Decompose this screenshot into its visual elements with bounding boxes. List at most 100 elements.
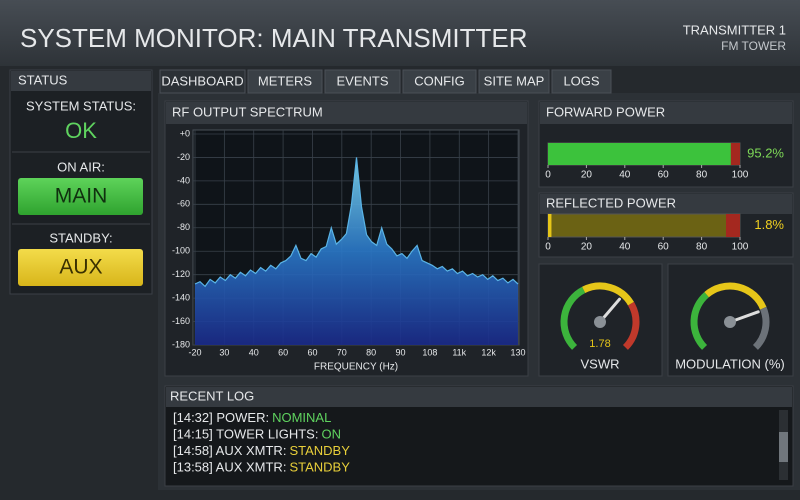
x-tick-label: 40 — [619, 170, 631, 181]
x-tick-label: 60 — [307, 347, 317, 357]
tab-label: METERS — [258, 73, 313, 88]
on-air-button[interactable] — [18, 178, 143, 215]
log-entry: [13:58] AUX XMTR: STANDBY — [173, 460, 350, 475]
x-tick-label: 100 — [732, 170, 749, 181]
panel-header — [166, 387, 792, 407]
status-title: STATUS — [18, 72, 68, 87]
x-tick-label: 80 — [696, 170, 708, 181]
tab-label: CONFIG — [414, 73, 465, 88]
tab-label: LOGS — [563, 73, 599, 88]
log-source: [14:15] TOWER LIGHTS: — [173, 427, 318, 442]
x-tick-label: 0 — [545, 242, 551, 253]
gauge-hub — [594, 316, 606, 328]
log-source: [14:32] POWER: — [173, 410, 269, 425]
x-tick-label: 20 — [581, 242, 593, 253]
x-tick-label: 130 — [510, 347, 525, 357]
tab[interactable] — [551, 69, 612, 94]
system-status-value: OK — [65, 118, 97, 143]
panel-header — [540, 102, 792, 124]
gauge-title: MODULATION (%) — [675, 356, 785, 371]
x-tick-label: 40 — [619, 242, 631, 253]
y-tick-label: -80 — [177, 222, 190, 232]
tab-label: SITE MAP — [484, 73, 545, 88]
tab[interactable] — [247, 69, 323, 94]
on-air-value: MAIN — [55, 185, 108, 208]
log-status: STANDBY — [289, 460, 350, 475]
x-tick-label: 60 — [658, 170, 670, 181]
log-entry: [14:32] POWER: NOMINAL — [173, 410, 331, 425]
app-title: SYSTEM MONITOR: MAIN TRANSMITTER — [20, 23, 528, 53]
header-bar — [0, 0, 800, 66]
gauge-arc — [560, 286, 586, 350]
y-tick-label: -160 — [172, 316, 190, 326]
tab[interactable] — [402, 69, 477, 94]
x-tick-label: 80 — [696, 242, 708, 253]
panel-title: RECENT LOG — [170, 388, 254, 403]
bar-limit-zone — [726, 214, 740, 237]
log-source: [13:58] AUX XMTR: — [173, 460, 286, 475]
tab-label: EVENTS — [336, 73, 388, 88]
log-entry: [14:58] AUX XMTR: STANDBY — [173, 443, 350, 458]
bar — [548, 214, 552, 237]
x-tick-label: -20 — [188, 347, 201, 357]
panel-header — [166, 102, 527, 124]
gauge-arc — [582, 282, 634, 306]
gauge-arc — [704, 282, 767, 310]
x-tick-label: 0 — [545, 170, 551, 181]
site-name: FM TOWER — [721, 39, 786, 53]
x-tick-label: 20 — [581, 170, 593, 181]
gauge-hub — [724, 316, 736, 328]
panel-title: REFLECTED POWER — [546, 195, 676, 210]
y-tick-label: -120 — [172, 269, 190, 279]
value-label: 1.8% — [754, 217, 784, 232]
log-source: [14:58] AUX XMTR: — [173, 443, 286, 458]
device-name: TRANSMITTER 1 — [683, 22, 786, 37]
gauge-arc — [622, 301, 640, 350]
y-tick-label: -20 — [177, 152, 190, 162]
y-tick-label: -180 — [172, 339, 190, 349]
tab-label: DASHBOARD — [161, 73, 243, 88]
x-tick-label: 90 — [396, 347, 406, 357]
x-tick-label: 60 — [658, 242, 670, 253]
log-entry: [14:15] TOWER LIGHTS: ON — [173, 427, 341, 442]
x-tick-label: 30 — [219, 347, 229, 357]
value-label: 95.2% — [747, 145, 784, 160]
spectrum-line — [194, 157, 519, 288]
x-tick-label: 108 — [422, 347, 437, 357]
bar-track — [547, 213, 741, 238]
y-tick-label: -40 — [177, 175, 190, 185]
x-tick-label: 12k — [481, 347, 496, 357]
x-tick-label: 100 — [732, 242, 749, 253]
spectrum-area — [195, 157, 518, 345]
system-status-label: SYSTEM STATUS: — [26, 98, 136, 113]
log-status: ON — [321, 427, 341, 442]
x-tick-label: 40 — [249, 347, 259, 357]
x-tick-label: 60 — [278, 347, 288, 357]
y-tick-label: -140 — [172, 292, 190, 302]
scrollbar-thumb[interactable] — [779, 432, 788, 462]
panel-title: RF OUTPUT SPECTRUM — [172, 104, 323, 119]
log-status: NOMINAL — [272, 410, 331, 425]
x-tick-label: 80 — [366, 347, 376, 357]
x-tick-label: 70 — [337, 347, 347, 357]
tab[interactable] — [324, 69, 401, 94]
gauge-arc — [690, 291, 710, 350]
log-status: STANDBY — [289, 443, 350, 458]
on-air-label: ON AIR: — [57, 159, 105, 174]
standby-value: AUX — [59, 256, 102, 279]
tab[interactable] — [478, 69, 550, 94]
standby-button[interactable] — [18, 249, 143, 286]
bar — [548, 143, 731, 165]
y-tick-label: -60 — [177, 199, 190, 209]
status-header — [11, 71, 151, 91]
tab-bar: DASHBOARD METERS EVENTS CONFIG SITE MAP LOGS — [159, 69, 612, 94]
tab[interactable] — [159, 69, 246, 94]
gauge-value: 1.78 — [589, 338, 610, 350]
gauge-arc — [752, 306, 770, 350]
x-axis-label: FREQUENCY (Hz) — [314, 362, 398, 373]
x-tick-label: 11k — [452, 347, 466, 357]
standby-label: STANDBY: — [49, 230, 112, 245]
y-tick-label: -100 — [172, 246, 190, 256]
